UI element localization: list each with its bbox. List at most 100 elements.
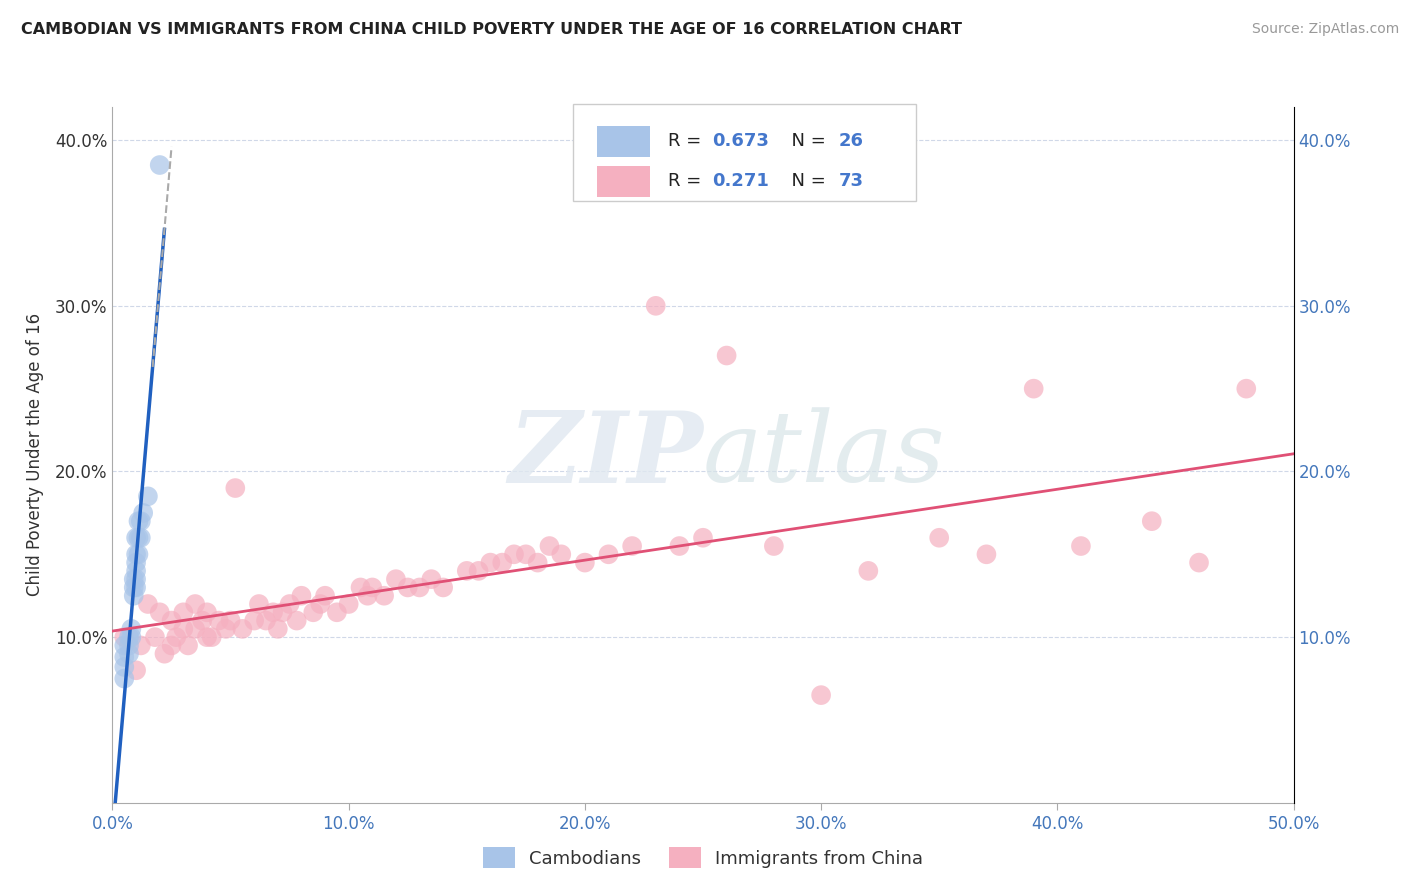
Point bbox=[224, 481, 246, 495]
Point bbox=[716, 349, 738, 363]
Point bbox=[644, 299, 666, 313]
Text: CAMBODIAN VS IMMIGRANTS FROM CHINA CHILD POVERTY UNDER THE AGE OF 16 CORRELATION: CAMBODIAN VS IMMIGRANTS FROM CHINA CHILD… bbox=[21, 22, 962, 37]
Text: atlas: atlas bbox=[703, 408, 946, 502]
Point bbox=[231, 622, 253, 636]
Point bbox=[112, 630, 135, 644]
Text: 0.271: 0.271 bbox=[713, 172, 769, 190]
Text: ZIP: ZIP bbox=[508, 407, 703, 503]
Point bbox=[290, 589, 312, 603]
Point bbox=[122, 589, 145, 603]
Point bbox=[337, 597, 360, 611]
Point bbox=[118, 630, 141, 644]
Point bbox=[247, 597, 270, 611]
Point bbox=[356, 589, 378, 603]
Point bbox=[314, 589, 336, 603]
Point bbox=[195, 605, 218, 619]
Point bbox=[515, 547, 537, 561]
Point bbox=[191, 614, 214, 628]
Point bbox=[125, 556, 148, 570]
Point bbox=[271, 605, 294, 619]
Point bbox=[1070, 539, 1092, 553]
Point bbox=[122, 572, 145, 586]
Point bbox=[503, 547, 526, 561]
Point bbox=[125, 581, 148, 595]
Point bbox=[143, 630, 166, 644]
Point bbox=[125, 547, 148, 561]
Point bbox=[326, 605, 349, 619]
Point bbox=[127, 531, 149, 545]
Point bbox=[976, 547, 998, 561]
Point bbox=[810, 688, 832, 702]
Text: 26: 26 bbox=[839, 132, 863, 151]
Point bbox=[112, 650, 135, 665]
Point bbox=[184, 622, 207, 636]
Point bbox=[668, 539, 690, 553]
Point bbox=[538, 539, 561, 553]
Point bbox=[278, 597, 301, 611]
Point bbox=[177, 639, 200, 653]
Y-axis label: Child Poverty Under the Age of 16: Child Poverty Under the Age of 16 bbox=[25, 313, 44, 597]
Point bbox=[456, 564, 478, 578]
Text: N =: N = bbox=[780, 132, 831, 151]
Point bbox=[165, 630, 187, 644]
Point bbox=[149, 605, 172, 619]
Point bbox=[153, 647, 176, 661]
Point bbox=[127, 514, 149, 528]
Point bbox=[149, 158, 172, 172]
Point bbox=[112, 639, 135, 653]
Point bbox=[112, 660, 135, 674]
Point bbox=[136, 489, 159, 503]
Point bbox=[132, 506, 155, 520]
Point bbox=[125, 531, 148, 545]
Point bbox=[125, 663, 148, 677]
Point bbox=[574, 556, 596, 570]
Text: N =: N = bbox=[780, 172, 831, 190]
Point bbox=[598, 547, 620, 561]
Point bbox=[243, 614, 266, 628]
Point bbox=[129, 531, 152, 545]
Point bbox=[120, 630, 142, 644]
Point bbox=[396, 581, 419, 595]
Point bbox=[136, 597, 159, 611]
Point bbox=[1022, 382, 1045, 396]
FancyBboxPatch shape bbox=[596, 166, 650, 197]
Point bbox=[254, 614, 277, 628]
Point bbox=[349, 581, 371, 595]
Point bbox=[118, 639, 141, 653]
Point bbox=[285, 614, 308, 628]
Point bbox=[125, 572, 148, 586]
Point bbox=[858, 564, 880, 578]
Point bbox=[479, 556, 502, 570]
Point bbox=[267, 622, 290, 636]
Point bbox=[262, 605, 284, 619]
Point bbox=[160, 614, 183, 628]
Point bbox=[1234, 382, 1257, 396]
Point bbox=[928, 531, 950, 545]
Point bbox=[302, 605, 325, 619]
Point bbox=[112, 672, 135, 686]
Text: R =: R = bbox=[668, 172, 707, 190]
Point bbox=[208, 614, 231, 628]
Point bbox=[122, 581, 145, 595]
Point bbox=[692, 531, 714, 545]
Point bbox=[1188, 556, 1211, 570]
Point bbox=[385, 572, 408, 586]
Point bbox=[219, 614, 242, 628]
Point bbox=[467, 564, 489, 578]
Point bbox=[432, 581, 454, 595]
Legend: Cambodians, Immigrants from China: Cambodians, Immigrants from China bbox=[474, 838, 932, 877]
Point bbox=[127, 547, 149, 561]
Point bbox=[215, 622, 238, 636]
Point bbox=[129, 639, 152, 653]
Point bbox=[118, 647, 141, 661]
FancyBboxPatch shape bbox=[596, 126, 650, 157]
FancyBboxPatch shape bbox=[574, 103, 915, 201]
Point bbox=[172, 605, 194, 619]
Point bbox=[491, 556, 513, 570]
Text: 73: 73 bbox=[839, 172, 863, 190]
Point bbox=[361, 581, 384, 595]
Point bbox=[172, 622, 194, 636]
Point bbox=[621, 539, 644, 553]
Point bbox=[526, 556, 548, 570]
Point bbox=[309, 597, 332, 611]
